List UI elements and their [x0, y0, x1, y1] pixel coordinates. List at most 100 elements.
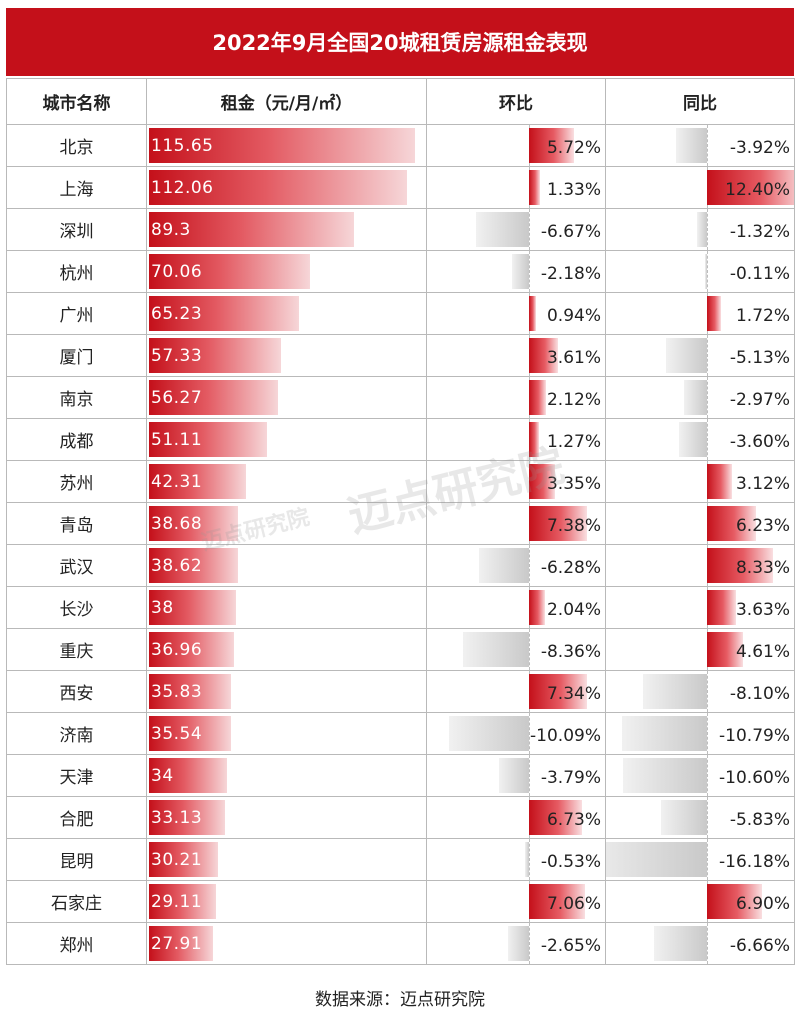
yoy-value: 3.12% — [735, 474, 790, 494]
yoy-value: -10.60% — [719, 768, 790, 788]
yoy-zero-line — [707, 713, 708, 754]
mom-value: 1.33% — [546, 180, 601, 200]
mom-cell: 7.34% — [426, 670, 606, 713]
mom-value: 0.94% — [546, 306, 601, 326]
yoy-cell: -2.97% — [605, 376, 795, 419]
mom-zero-line — [529, 545, 530, 586]
yoy-value: 6.90% — [735, 894, 790, 914]
yoy-value: 3.63% — [735, 600, 790, 620]
rent-cell: 33.13 — [146, 796, 427, 839]
rent-cell: 42.31 — [146, 460, 427, 503]
mom-zero-line — [529, 629, 530, 670]
mom-cell: -2.65% — [426, 922, 606, 965]
city-cell: 郑州 — [6, 922, 147, 965]
mom-value: -10.09% — [530, 726, 601, 746]
yoy-value: 1.72% — [735, 306, 790, 326]
rent-value: 33.13 — [151, 808, 203, 828]
table-row: 昆明 30.21 -0.53% -16.18% — [6, 838, 795, 881]
rent-bar — [149, 212, 354, 247]
rent-value: 42.31 — [151, 472, 203, 492]
rent-cell: 112.06 — [146, 166, 427, 209]
table-row: 苏州 42.31 3.35% 3.12% — [6, 460, 795, 503]
rent-value: 30.21 — [151, 850, 203, 870]
rent-cell: 115.65 — [146, 124, 427, 167]
rent-bar — [149, 506, 238, 541]
rent-bar — [149, 884, 216, 919]
yoy-value: -16.18% — [719, 852, 790, 872]
mom-value: -3.79% — [540, 768, 601, 788]
yoy-cell: 12.40% — [605, 166, 795, 209]
mom-cell: -2.18% — [426, 250, 606, 293]
mom-bar — [529, 338, 558, 373]
yoy-value: -5.83% — [729, 810, 790, 830]
mom-value: 6.73% — [546, 810, 601, 830]
mom-cell: -0.53% — [426, 838, 606, 881]
yoy-zero-line — [707, 797, 708, 838]
rent-value: 56.27 — [151, 388, 203, 408]
rent-bar — [149, 338, 281, 373]
rent-bar — [149, 464, 246, 499]
rent-value: 27.91 — [151, 934, 203, 954]
mom-value: 7.38% — [546, 516, 601, 536]
table-row: 济南 35.54 -10.09% -10.79% — [6, 712, 795, 755]
mom-bar — [529, 464, 555, 499]
rent-bar — [149, 674, 231, 709]
yoy-zero-line — [707, 377, 708, 418]
yoy-bar — [707, 632, 743, 667]
mom-bar — [529, 800, 582, 835]
yoy-bar — [606, 842, 707, 877]
table-row: 天津 34 -3.79% -10.60% — [6, 754, 795, 797]
mom-value: -2.18% — [540, 264, 601, 284]
city-cell: 上海 — [6, 166, 147, 209]
mom-bar — [529, 674, 587, 709]
mom-cell: 3.35% — [426, 460, 606, 503]
rent-cell: 38 — [146, 586, 427, 629]
mom-value: 5.72% — [546, 138, 601, 158]
yoy-value: -3.60% — [729, 432, 790, 452]
mom-value: -0.53% — [540, 852, 601, 872]
mom-value: 3.61% — [546, 348, 601, 368]
rent-bar — [149, 380, 278, 415]
yoy-cell: -10.79% — [605, 712, 795, 755]
mom-cell: -3.79% — [426, 754, 606, 797]
mom-cell: 2.12% — [426, 376, 606, 419]
rent-value: 70.06 — [151, 262, 203, 282]
city-cell: 厦门 — [6, 334, 147, 377]
yoy-cell: 4.61% — [605, 628, 795, 671]
yoy-value: -6.66% — [729, 936, 790, 956]
mom-bar — [479, 548, 529, 583]
rent-bar — [149, 800, 225, 835]
city-cell: 济南 — [6, 712, 147, 755]
rent-value: 38 — [151, 598, 174, 618]
city-cell: 青岛 — [6, 502, 147, 545]
yoy-cell: -0.11% — [605, 250, 795, 293]
yoy-cell: 8.33% — [605, 544, 795, 587]
city-cell: 南京 — [6, 376, 147, 419]
yoy-zero-line — [707, 209, 708, 250]
yoy-value: 8.33% — [735, 558, 790, 578]
table-row: 合肥 33.13 6.73% -5.83% — [6, 796, 795, 839]
yoy-bar — [707, 296, 721, 331]
yoy-bar — [676, 128, 707, 163]
rent-cell: 65.23 — [146, 292, 427, 335]
rent-value: 34 — [151, 766, 174, 786]
yoy-value: -1.32% — [729, 222, 790, 242]
table-body: 北京 115.65 5.72% -3.92% 上海 112.06 1.33% 12.40% 深圳… — [6, 124, 795, 965]
mom-value: 7.06% — [546, 894, 601, 914]
mom-value: -2.65% — [540, 936, 601, 956]
city-cell: 杭州 — [6, 250, 147, 293]
mom-cell: -10.09% — [426, 712, 606, 755]
header-row: 城市名称 租金（元/月/㎡） 环比 同比 — [6, 78, 795, 125]
rent-bar — [149, 296, 299, 331]
yoy-zero-line — [707, 671, 708, 712]
city-cell: 成都 — [6, 418, 147, 461]
table-row: 广州 65.23 0.94% 1.72% — [6, 292, 795, 335]
yoy-value: -5.13% — [729, 348, 790, 368]
yoy-value: 12.40% — [725, 180, 790, 200]
header-city: 城市名称 — [6, 78, 147, 125]
yoy-bar — [697, 212, 707, 247]
table-row: 石家庄 29.11 7.06% 6.90% — [6, 880, 795, 923]
mom-cell: 1.27% — [426, 418, 606, 461]
yoy-bar — [666, 338, 707, 373]
mom-bar — [529, 380, 546, 415]
